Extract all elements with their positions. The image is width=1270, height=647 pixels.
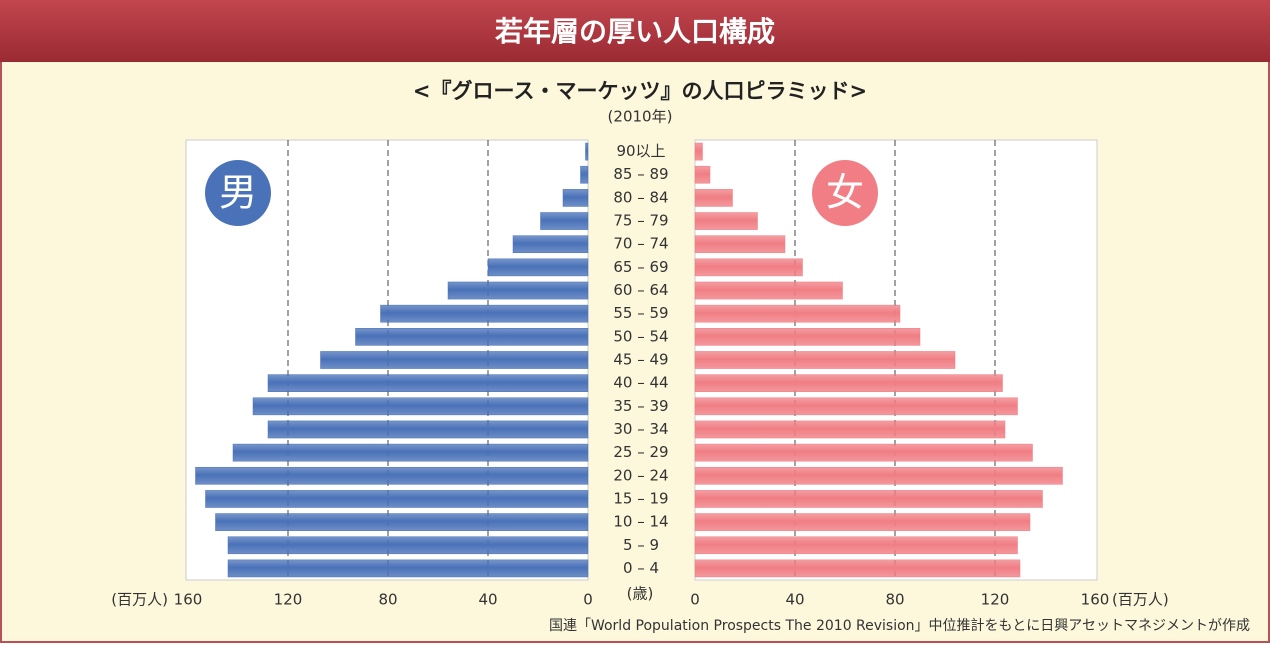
bar — [380, 304, 589, 323]
y-tick-label: 75 – 79 — [613, 212, 668, 230]
legend-label: 男 — [219, 171, 257, 215]
legend-badge — [812, 160, 878, 226]
bar — [585, 142, 589, 161]
bar — [227, 559, 589, 578]
bar — [232, 443, 589, 462]
x-tick-label: 80 — [885, 591, 904, 609]
bar — [694, 443, 1033, 462]
bar — [694, 374, 1003, 392]
y-tick-label: 55 – 59 — [613, 304, 668, 322]
y-tick-label: 10 – 14 — [613, 513, 668, 531]
y-tick-label: 80 – 84 — [613, 188, 668, 206]
bar — [195, 466, 589, 485]
y-tick-label: 35 – 39 — [613, 397, 668, 415]
bar — [562, 189, 589, 207]
bar — [694, 258, 803, 277]
bar — [580, 165, 589, 184]
y-tick-label: 40 – 44 — [613, 374, 668, 392]
y-tick-label: 50 – 54 — [613, 327, 668, 345]
bar — [694, 328, 921, 346]
bar — [694, 142, 703, 161]
bar — [694, 490, 1043, 508]
bar — [540, 212, 589, 230]
bar — [252, 397, 589, 416]
bar — [227, 536, 589, 555]
bar — [447, 281, 589, 300]
bar — [694, 165, 711, 184]
y-tick-label: 0 – 4 — [623, 559, 659, 577]
y-tick-label: 70 – 74 — [613, 235, 668, 253]
x-tick-label: 80 — [378, 591, 397, 609]
bar — [694, 351, 956, 369]
chart-subtitle: <『グロース・マーケッツ』の人口ピラミッド> — [413, 79, 867, 103]
bar — [487, 258, 589, 277]
bar — [694, 212, 758, 230]
chart-title: 若年層の厚い人口構成 — [495, 15, 775, 48]
x-unit-label: (百万人) — [1112, 591, 1169, 609]
y-tick-label: 25 – 29 — [613, 443, 668, 461]
y-tick-label: 60 – 64 — [613, 281, 668, 299]
x-tick-label: 40 — [785, 591, 804, 609]
bar — [267, 420, 589, 439]
x-tick-label: 0 — [690, 591, 700, 609]
header-band — [0, 0, 1270, 62]
y-tick-label: 20 – 24 — [613, 466, 668, 484]
x-tick-label: 160 — [174, 591, 203, 609]
bar — [694, 466, 1063, 485]
bar — [355, 328, 589, 346]
bar — [694, 304, 901, 323]
bar — [512, 235, 589, 254]
bar — [694, 536, 1018, 555]
x-tick-label: 160 — [1081, 591, 1110, 609]
bar — [694, 513, 1031, 531]
y-tick-label: 85 – 89 — [613, 165, 668, 183]
bar — [694, 189, 733, 207]
bar — [215, 513, 589, 531]
date-label: (2010年) — [608, 108, 673, 126]
legend-label: 女 — [826, 171, 864, 215]
bar — [694, 281, 843, 300]
legend-badge — [205, 160, 271, 226]
y-tick-label: 45 – 49 — [613, 351, 668, 369]
x-unit-label: (百万人) — [111, 591, 168, 609]
source-note: 国連「World Population Prospects The 2010 R… — [549, 618, 1250, 634]
bar — [320, 351, 589, 369]
bar — [694, 235, 786, 254]
x-tick-label: 120 — [981, 591, 1010, 609]
bar — [205, 490, 589, 508]
y-unit-label: (歳) — [627, 585, 654, 603]
x-tick-label: 40 — [478, 591, 497, 609]
x-tick-label: 120 — [274, 591, 303, 609]
y-tick-label: 5 – 9 — [623, 536, 659, 554]
y-tick-label: 15 – 19 — [613, 489, 668, 507]
y-tick-label: 30 – 34 — [613, 420, 668, 438]
bar — [694, 397, 1018, 416]
bar — [694, 559, 1021, 578]
y-tick-label: 65 – 69 — [613, 258, 668, 276]
y-tick-label: 90以上 — [616, 142, 665, 160]
bar — [694, 420, 1006, 439]
x-tick-label: 0 — [583, 591, 593, 609]
bar — [267, 374, 589, 392]
